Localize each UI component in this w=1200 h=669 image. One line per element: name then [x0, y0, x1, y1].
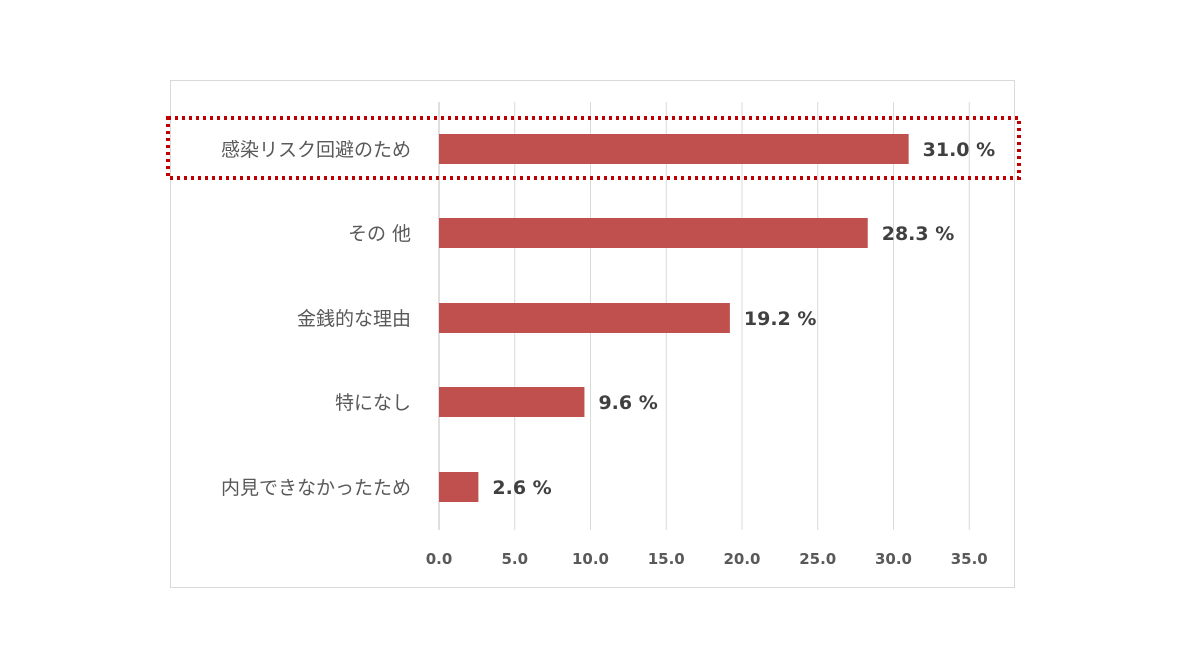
x-tick-label: 0.0 — [426, 550, 453, 568]
x-tick-label: 15.0 — [648, 550, 685, 568]
bars — [439, 134, 909, 502]
x-tick-label: 10.0 — [572, 550, 609, 568]
data-label: 28.3 % — [882, 223, 955, 245]
bar — [439, 472, 479, 502]
x-tick-label: 20.0 — [723, 550, 760, 568]
data-label: 2.6 % — [492, 477, 551, 499]
category-label: その 他 — [348, 223, 411, 245]
category-label: 特になし — [335, 392, 411, 414]
bar — [439, 303, 730, 333]
bar — [439, 134, 909, 164]
bar — [439, 387, 585, 417]
data-labels: 31.0 % 28.3 % 19.2 % 9.6 % 2.6 % — [492, 139, 995, 499]
x-tick-labels: 0.0 5.0 10.0 15.0 20.0 25.0 30.0 35.0 — [426, 550, 988, 568]
x-tick-label: 25.0 — [799, 550, 836, 568]
category-label: 内見できなかったため — [221, 477, 411, 499]
x-tick-label: 5.0 — [501, 550, 528, 568]
data-label: 9.6 % — [598, 392, 657, 414]
data-label: 19.2 % — [744, 308, 817, 330]
x-tick-label: 30.0 — [875, 550, 912, 568]
category-label: 感染リスク回避のため — [221, 139, 411, 161]
data-label: 31.0 % — [923, 139, 996, 161]
category-label: 金銭的な理由 — [297, 308, 411, 330]
gridlines — [438, 102, 970, 530]
chart-frame — [170, 80, 1015, 588]
x-tick-label: 35.0 — [951, 550, 988, 568]
highlight-box-group — [166, 116, 1021, 180]
highlight-box — [166, 116, 1021, 180]
bar — [439, 218, 868, 248]
